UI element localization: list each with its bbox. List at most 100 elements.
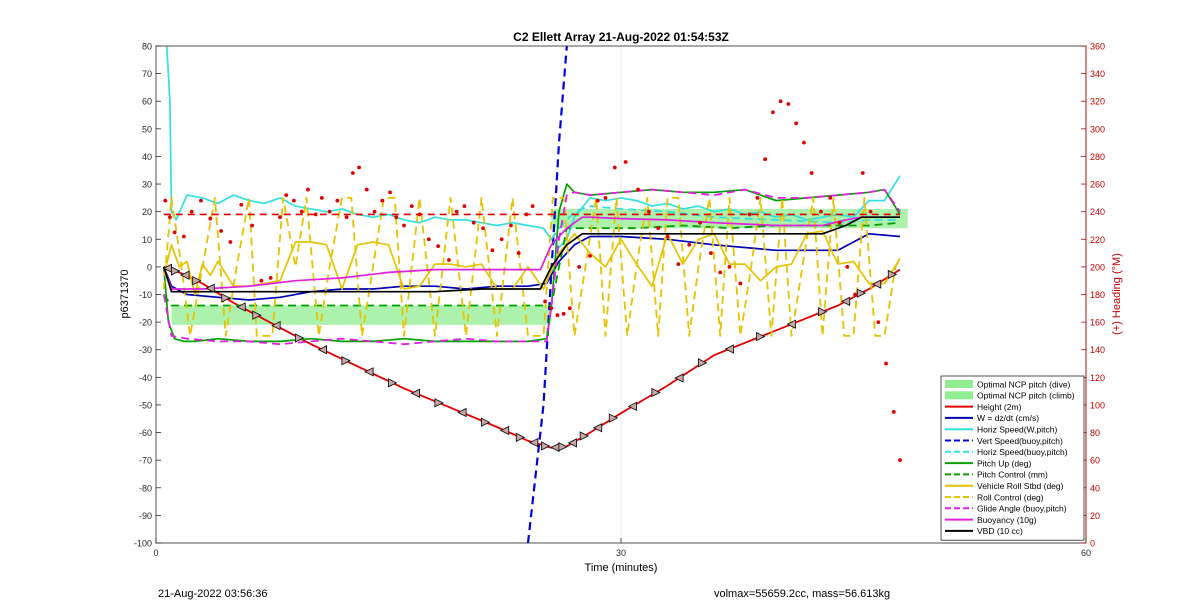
heading-point [884, 361, 888, 366]
heading-point [350, 171, 355, 175]
x-axis: 0 30 60 [153, 538, 1091, 558]
heading-point [860, 171, 865, 175]
legend-label: Glide Angle (buoy,pitch) [977, 504, 1067, 514]
heading-point [778, 99, 783, 104]
heading-point [299, 209, 304, 214]
y-tick-label: -80 [139, 483, 152, 493]
heading-point [837, 220, 842, 225]
height-marker [608, 413, 619, 423]
heading-point [577, 264, 582, 269]
height-marker [840, 296, 851, 307]
heading-point [588, 253, 592, 258]
heading-point [380, 198, 385, 203]
heading-point [509, 223, 513, 228]
series-horiz-speed-w-pitch [165, 45, 901, 249]
heading-point [709, 251, 713, 255]
heading-point [755, 195, 760, 200]
height-marker [786, 319, 796, 329]
height-marker [818, 307, 828, 317]
heading-point [394, 215, 399, 220]
height-marker [236, 302, 246, 312]
footer-volmax-mass: volmax=55659.2cc, mass=56.613kg [714, 588, 891, 600]
heading-point [530, 204, 535, 209]
heading-point [327, 209, 332, 214]
height-marker [724, 344, 734, 354]
legend-swatch [945, 380, 973, 388]
heading-point [402, 223, 406, 228]
heading-point [747, 212, 752, 217]
heading-point [802, 140, 806, 145]
y-right-tick-label: 300 [1090, 124, 1105, 134]
heading-point [698, 220, 702, 225]
heading-point [687, 242, 692, 247]
heading-point [549, 306, 554, 311]
height-marker [341, 356, 351, 366]
right-axis: 0 20 40 60 80 100 120 140 160 180 200 220 240 260 280 3… [1081, 42, 1105, 549]
heading-point [738, 281, 743, 286]
heading-point [436, 244, 440, 249]
heading-point [447, 258, 451, 262]
heading-point [853, 292, 857, 297]
heading-point [516, 251, 521, 255]
heading-point [357, 165, 361, 170]
heading-point [623, 160, 628, 164]
y-right-tick-label: 240 [1090, 207, 1105, 217]
heading-point [250, 223, 255, 228]
heading-point [845, 264, 850, 269]
left-axis: -100-90-80-70-60-50-40-30-20-10010203040… [134, 42, 161, 549]
y-right-tick-label: 360 [1090, 42, 1105, 52]
heading-point [417, 212, 422, 217]
height-marker [856, 288, 867, 298]
series-vert-speed-buoy-pitch [526, 45, 568, 544]
heading-point [561, 311, 566, 316]
y-right-tick-label: 120 [1090, 373, 1105, 383]
heading-point [335, 198, 340, 203]
legend-label: VBD (10 cc) [977, 526, 1023, 536]
heading-point [313, 212, 318, 217]
heading-point [259, 278, 264, 283]
heading-point [319, 195, 324, 200]
heading-point [168, 215, 172, 220]
heading-point [182, 234, 186, 239]
y-right-tick-label: 160 [1090, 318, 1105, 328]
heading-point [819, 209, 823, 214]
heading-point [794, 121, 799, 126]
heading-point [219, 229, 224, 233]
height-marker [627, 401, 638, 411]
heading-point [471, 220, 476, 225]
legend-label: Pitch Up (deg) [977, 458, 1031, 468]
x-axis-label: Time (minutes) [585, 562, 658, 574]
series-horiz-speed-buoy-pitch [550, 205, 900, 240]
heading-point [364, 187, 369, 192]
y-right-tick-label: 220 [1090, 235, 1105, 245]
height-marker [457, 407, 467, 418]
legend-label: Pitch Control (mm) [977, 470, 1048, 480]
height-marker [170, 266, 181, 276]
legend-label: Optimal NCP pitch (dive) [977, 379, 1071, 389]
chart-title: C2 Ellett Array 21-Aug-2022 01:54:53Z [513, 30, 729, 44]
height-marker [651, 387, 661, 398]
y-tick-label: -60 [139, 428, 152, 438]
legend-swatch [945, 391, 973, 400]
heading-point [612, 165, 617, 170]
heading-points [163, 99, 902, 463]
legend: Optimal NCP pitch (dive) Optimal NCP pitc… [940, 375, 1085, 541]
y-tick-label: 20 [142, 207, 152, 217]
heading-point [284, 193, 289, 198]
height-marker [271, 320, 281, 331]
y-right-tick-label: 340 [1090, 69, 1105, 79]
y-tick-label: -50 [139, 400, 152, 410]
heading-point [718, 270, 723, 275]
heading-point [268, 276, 273, 280]
heading-point [199, 198, 203, 203]
height-marker [480, 417, 491, 427]
y-tick-label: -90 [139, 511, 152, 521]
heading-point [306, 187, 310, 192]
heading-point [278, 215, 282, 220]
heading-point [163, 198, 168, 203]
y-right-tick-label: 180 [1090, 290, 1105, 300]
heading-point [763, 157, 768, 162]
height-marker [317, 345, 328, 355]
y-tick-label: 10 [142, 235, 152, 245]
height-marker [528, 437, 539, 448]
